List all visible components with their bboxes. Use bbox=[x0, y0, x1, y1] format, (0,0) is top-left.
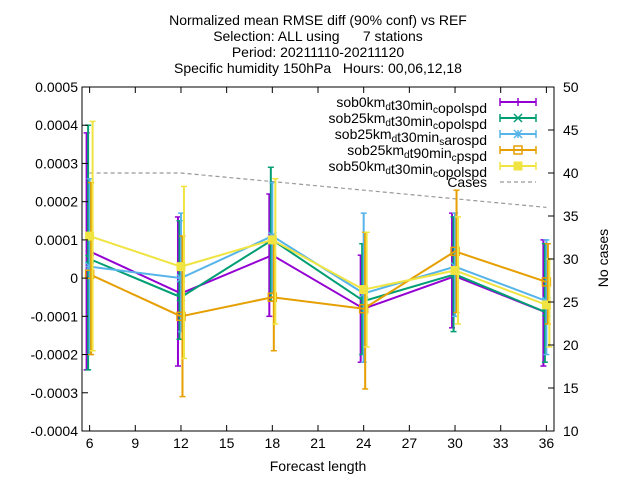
y-tick-label: 0.0003 bbox=[35, 155, 78, 171]
title-line-2: Selection: ALL using 7 stations bbox=[213, 28, 423, 44]
legend-label: sob25kmdt30mincopolspd bbox=[329, 110, 487, 132]
series-line bbox=[89, 250, 547, 318]
series-4 bbox=[84, 181, 552, 398]
y2-tick-label: 50 bbox=[563, 79, 579, 95]
data-point bbox=[541, 300, 551, 310]
data-point bbox=[359, 285, 369, 295]
x-tick-label: 24 bbox=[356, 435, 372, 451]
y2-tick-label: 40 bbox=[563, 165, 579, 181]
legend-entry-4: sob25kmdt90mincpspd bbox=[347, 142, 537, 164]
y2-tick-label: 25 bbox=[563, 294, 579, 310]
data-point bbox=[450, 265, 460, 275]
y2-axis-label: No cases bbox=[595, 229, 611, 287]
x-tick-label: 36 bbox=[539, 435, 555, 451]
y-tick-label: 0.0001 bbox=[35, 232, 78, 248]
y-tick-label: 0.0004 bbox=[35, 117, 78, 133]
series-line bbox=[89, 250, 547, 314]
y2-tick-label: 15 bbox=[563, 380, 579, 396]
legend: sob0kmdt30mincopolspdsob25kmdt30mincopol… bbox=[329, 94, 537, 190]
y2-tick-label: 10 bbox=[563, 423, 579, 439]
data-point bbox=[267, 235, 277, 245]
title-line-4: Specific humidity 150hPa Hours: 00,06,12… bbox=[174, 60, 462, 76]
y2-tick-label: 20 bbox=[563, 337, 579, 353]
legend-swatch-marker bbox=[513, 161, 523, 171]
legend-label: Cases bbox=[447, 174, 487, 190]
series-line bbox=[89, 238, 547, 314]
legend-label: sob50kmdt30mincopolspd bbox=[329, 158, 487, 180]
y-tick-label: -0.0001 bbox=[31, 308, 79, 324]
x-tick-label: 6 bbox=[86, 435, 94, 451]
data-point bbox=[85, 231, 95, 241]
x-tick-label: 30 bbox=[447, 435, 463, 451]
legend-entry-3: sob25kmdt30minsarospd bbox=[335, 126, 537, 148]
title-line-3: Period: 20211110-20211120 bbox=[232, 44, 405, 60]
legend-label: sob25kmdt30minsarospd bbox=[335, 126, 487, 148]
x-tick-label: 27 bbox=[402, 435, 418, 451]
y-tick-label: 0.0002 bbox=[35, 194, 78, 210]
y-tick-label: -0.0003 bbox=[31, 385, 79, 401]
x-tick-label: 9 bbox=[131, 435, 139, 451]
title-line-1: Normalized mean RMSE diff (90% conf) vs … bbox=[169, 12, 467, 28]
x-tick-label: 21 bbox=[310, 435, 326, 451]
legend-swatch-marker bbox=[513, 129, 523, 139]
x-axis-label: Forecast length bbox=[270, 458, 367, 474]
x-tick-label: 12 bbox=[173, 435, 189, 451]
y-tick-label: -0.0004 bbox=[31, 423, 79, 439]
series-5 bbox=[85, 120, 553, 360]
x-tick-label: 18 bbox=[265, 435, 281, 451]
chart-title: Normalized mean RMSE diff (90% conf) vs … bbox=[169, 12, 467, 76]
legend-swatch-marker bbox=[513, 113, 523, 123]
y2-tick-label: 30 bbox=[563, 251, 579, 267]
legend-entry-1: sob0kmdt30mincopolspd bbox=[336, 94, 537, 116]
x-tick-label: 33 bbox=[493, 435, 509, 451]
series-line bbox=[89, 234, 547, 302]
plot-area bbox=[83, 120, 553, 398]
legend-entry-2: sob25kmdt30mincopolspd bbox=[329, 110, 537, 132]
y-tick-label: -0.0002 bbox=[31, 347, 79, 363]
y-tick-label: 0.0005 bbox=[35, 79, 78, 95]
legend-label: sob25kmdt90mincpspd bbox=[347, 142, 487, 164]
legend-swatch-marker bbox=[513, 145, 523, 155]
x-tick-label: 15 bbox=[219, 435, 235, 451]
legend-swatch-marker bbox=[514, 98, 522, 106]
series-line bbox=[89, 235, 547, 306]
axes: 6 9 12 15 18 21 24 27 30 33 36 -0.0004 -0.0003 -0.000… bbox=[31, 79, 579, 451]
legend-entry-cases: Cases bbox=[447, 174, 536, 190]
legend-label: sob0kmdt30mincopolspd bbox=[336, 94, 487, 116]
cases-line bbox=[89, 172, 547, 208]
y2-tick-label: 35 bbox=[563, 208, 579, 224]
data-point bbox=[176, 262, 186, 272]
legend-entry-5: sob50kmdt30mincopolspd bbox=[329, 158, 537, 180]
y-tick-label: 0 bbox=[70, 270, 78, 286]
y2-tick-label: 45 bbox=[563, 122, 579, 138]
